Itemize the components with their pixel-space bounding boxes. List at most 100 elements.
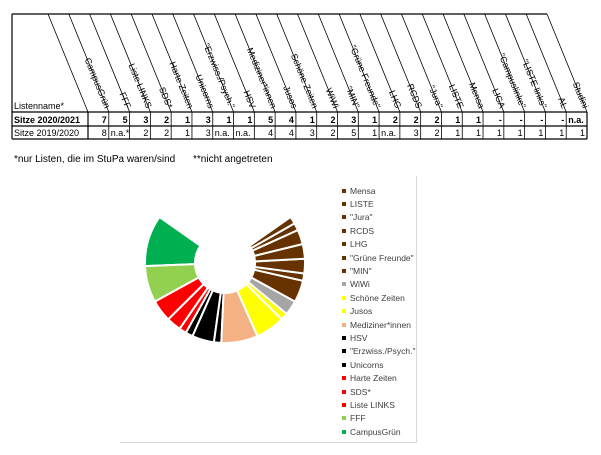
legend-swatch <box>342 416 346 421</box>
legend-label: LISTE <box>350 199 374 210</box>
table-cell: 4 <box>268 128 273 138</box>
legend-item: LISTE <box>342 197 416 210</box>
legend-item: LHG <box>342 238 416 251</box>
legend-label: RCDS <box>350 225 375 236</box>
header-divider <box>255 13 297 113</box>
header-divider <box>130 13 172 113</box>
column-header: LISTE <box>447 83 466 110</box>
header-divider <box>68 13 110 113</box>
table-cell: 1 <box>455 128 460 138</box>
header-divider <box>151 13 193 113</box>
table-cell: 1 <box>476 115 481 125</box>
legend-swatch <box>342 362 346 367</box>
table-cell: - <box>540 115 543 125</box>
legend-label: Mensa <box>350 185 376 196</box>
table-cell: 8 <box>102 128 107 138</box>
table-cell: 7 <box>102 115 107 125</box>
table-cell: n.a. <box>236 128 251 138</box>
table-cell: 1 <box>247 115 252 125</box>
legend-label: Harte Zeiten <box>350 373 397 384</box>
table-cell: 4 <box>289 115 294 125</box>
column-header: WiWi <box>324 87 341 110</box>
legend-swatch <box>342 228 346 233</box>
table-cell: 2 <box>143 128 148 138</box>
table-cell: 3 <box>206 128 211 138</box>
column-header: Studini <box>571 80 591 109</box>
legend-label: LHG <box>350 239 368 250</box>
slice-0 <box>144 215 202 268</box>
legend-item: RCDS <box>342 224 416 237</box>
footnote-lists: *nur Listen, die im StuPa waren/sind <box>14 154 176 165</box>
table-cell: 1 <box>559 128 564 138</box>
column-header: Unicorns <box>193 73 216 110</box>
legend-item: Schöne Zeiten <box>342 291 416 304</box>
legend-item: "Erzwiss./Psych." <box>342 345 416 358</box>
legend-swatch <box>342 376 346 381</box>
header-divider <box>213 13 255 113</box>
legend-item: WiWi <box>342 278 416 291</box>
table-cell: 1 <box>497 128 502 138</box>
header-divider <box>380 13 422 113</box>
table-cell: 3 <box>310 128 315 138</box>
row-label: Sitze 2020/2021 <box>14 115 80 125</box>
legend-swatch <box>342 188 346 193</box>
legend-label: FFF <box>350 413 366 424</box>
legend-item: Jusos <box>342 305 416 318</box>
legend-swatch <box>342 335 346 340</box>
legend-item: "Jura" <box>342 211 416 224</box>
legend-swatch <box>342 349 346 354</box>
header-divider <box>463 13 505 113</box>
legend-swatch <box>342 402 346 407</box>
legend-swatch <box>342 202 346 207</box>
table-cell: 1 <box>580 128 585 138</box>
table-cell: 5 <box>123 115 128 125</box>
table-cell: 1 <box>372 115 377 125</box>
legend-label: Liste LINKS <box>350 399 395 410</box>
header-divider <box>234 13 276 113</box>
table-cell: - <box>499 115 502 125</box>
header-divider <box>110 13 151 113</box>
legend-label: "Jura" <box>350 212 373 223</box>
table-cell: n.a. <box>381 128 396 138</box>
header-divider <box>401 13 442 113</box>
table-cell: 1 <box>227 115 232 125</box>
table-cell: - <box>561 115 564 125</box>
legend-label: "MIN" <box>350 266 372 277</box>
column-header: SDS* <box>157 86 175 111</box>
table-cell: 4 <box>289 128 294 138</box>
column-header: HSV <box>241 89 257 110</box>
header-divider <box>421 13 463 113</box>
legend-swatch <box>342 282 346 287</box>
row-label: Sitze 2019/2020 <box>14 128 79 138</box>
chart-legend: Mensa LISTE "Jura" RCDS LHG "Grüne Freunde" "M… <box>342 184 416 438</box>
table-cell: 1 <box>310 115 315 125</box>
header-divider <box>89 13 130 113</box>
header-divider <box>193 13 234 113</box>
table-cell: n.a. <box>568 115 584 125</box>
table-cell: 3 <box>206 115 211 125</box>
table-cell: 2 <box>164 128 169 138</box>
legend-swatch <box>342 322 346 327</box>
table-cell: 2 <box>434 115 439 125</box>
legend-item: HSV <box>342 331 416 344</box>
column-header: "Jura" <box>427 84 445 110</box>
legend-label: Schöne Zeiten <box>350 292 405 303</box>
legend-label: Mediziner*innen <box>350 319 411 330</box>
legend-label: "Grüne Freunde" <box>350 252 414 263</box>
legend-label: SDS* <box>350 386 371 397</box>
legend-swatch <box>342 255 346 260</box>
table-cell: n.a.* <box>111 128 130 138</box>
legend-swatch <box>342 309 346 314</box>
table-cell: 3 <box>143 115 148 125</box>
legend-item: Mensa <box>342 184 416 197</box>
column-header: CampusGrün <box>83 56 112 109</box>
table-cell: 2 <box>434 128 439 138</box>
header-divider <box>47 13 89 113</box>
legend-item: Harte Zeiten <box>342 371 416 384</box>
legend-item: Mediziner*innen <box>342 318 416 331</box>
table-cell: 3 <box>414 128 419 138</box>
legend-swatch <box>342 429 346 434</box>
column-header: FFF <box>117 91 133 111</box>
table-cell: 1 <box>538 128 543 138</box>
header-divider <box>505 13 546 113</box>
